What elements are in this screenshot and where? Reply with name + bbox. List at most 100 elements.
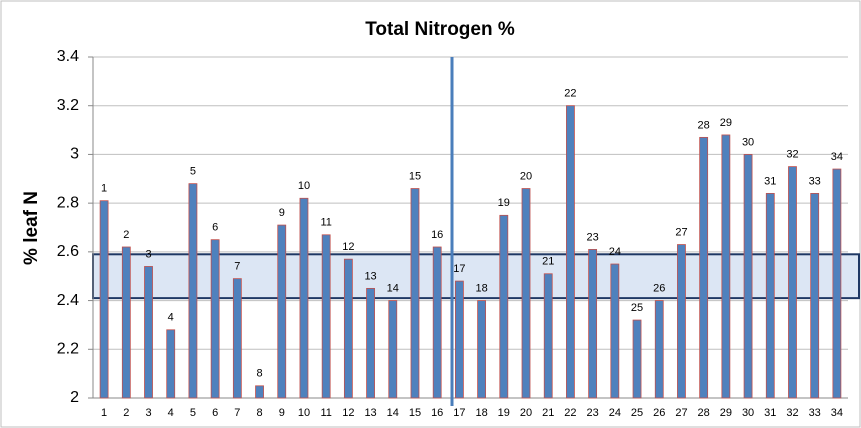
bar [321, 234, 331, 399]
bar [388, 300, 398, 399]
data-label: 17 [453, 263, 465, 275]
x-tick-label: 4 [168, 407, 174, 419]
data-label: 5 [190, 166, 196, 178]
x-tick-label: 32 [786, 407, 798, 419]
bar [632, 319, 642, 399]
x-tick-label: 15 [409, 407, 421, 419]
x-tick-label: 20 [520, 407, 532, 419]
bar [477, 300, 487, 399]
data-label: 1 [101, 183, 107, 195]
bar [166, 329, 176, 399]
data-label: 30 [742, 136, 754, 148]
data-label: 7 [234, 261, 240, 273]
y-tick-label: 2.2 [57, 341, 79, 358]
data-label: 10 [298, 180, 310, 192]
chart-title: Total Nitrogen % [365, 19, 515, 40]
x-tick-label: 26 [653, 407, 665, 419]
data-label: 20 [520, 170, 532, 182]
x-tick-label: 1 [101, 407, 107, 419]
x-tick-label: 22 [564, 407, 576, 419]
x-tick-label: 2 [123, 407, 129, 419]
y-tick-label: 2.8 [57, 194, 79, 211]
data-label: 11 [320, 217, 331, 229]
data-label: 26 [653, 282, 665, 294]
bar [343, 258, 353, 399]
data-label: 13 [364, 270, 376, 282]
bar [255, 385, 264, 399]
data-label: 22 [564, 88, 576, 100]
bar [277, 224, 287, 399]
data-label: 18 [475, 282, 487, 294]
data-label: 4 [168, 312, 174, 324]
x-tick-label: 21 [542, 407, 554, 419]
data-label: 2 [123, 229, 129, 241]
data-label: 33 [809, 175, 821, 187]
data-label: 12 [342, 241, 354, 253]
bar [721, 134, 731, 399]
bar [543, 273, 553, 399]
y-tick-label: 3 [70, 146, 79, 163]
x-tick-label: 23 [587, 407, 599, 419]
data-label: 16 [431, 229, 443, 241]
x-tick-label: 3 [145, 407, 151, 419]
data-label: 31 [764, 175, 776, 187]
bar [232, 278, 242, 399]
data-label: 34 [831, 151, 843, 163]
y-tick-label: 2.6 [57, 243, 79, 260]
x-tick-label: 13 [364, 407, 376, 419]
data-label: 14 [387, 282, 399, 294]
bar [699, 136, 709, 399]
data-label: 15 [409, 170, 421, 182]
data-label: 6 [212, 222, 218, 234]
data-label: 8 [256, 368, 262, 380]
x-tick-label: 14 [387, 407, 399, 419]
x-tick-label: 9 [279, 407, 285, 419]
data-label: 27 [675, 226, 687, 238]
x-tick-label: 24 [609, 407, 621, 419]
bar [410, 188, 420, 399]
data-label: 9 [279, 207, 285, 219]
y-tick-label: 3.2 [57, 97, 79, 114]
data-label: 21 [542, 256, 554, 268]
x-tick-label: 29 [720, 407, 732, 419]
bar [188, 183, 198, 399]
x-tick-label: 5 [190, 407, 196, 419]
data-label: 25 [631, 302, 643, 314]
bar [810, 192, 820, 399]
x-tick-label: 11 [320, 407, 331, 419]
x-tick-label: 16 [431, 407, 443, 419]
bar [144, 266, 153, 399]
y-tick-label: 2.4 [57, 292, 79, 309]
x-tick-label: 17 [453, 407, 465, 419]
bar [588, 249, 598, 399]
bar [210, 239, 220, 399]
x-tick-label: 27 [675, 407, 687, 419]
bar [299, 197, 309, 399]
data-label: 32 [786, 149, 798, 161]
y-tick-label: 2 [70, 389, 79, 406]
x-tick-label: 7 [234, 407, 240, 419]
bar [788, 166, 797, 399]
data-label: 23 [587, 231, 599, 243]
x-tick-label: 34 [831, 407, 843, 419]
bar [432, 246, 442, 399]
reference-band [92, 253, 860, 300]
x-tick-label: 10 [298, 407, 310, 419]
bar [743, 154, 753, 399]
data-label: 19 [498, 197, 510, 209]
bar [610, 263, 620, 399]
bar [454, 280, 464, 399]
data-label: 24 [609, 246, 621, 258]
x-tick-label: 19 [498, 407, 510, 419]
x-tick-label: 18 [475, 407, 487, 419]
bar [121, 246, 131, 399]
y-axis-label: % leaf N [21, 191, 42, 265]
bar [366, 287, 375, 399]
x-tick-label: 28 [698, 407, 710, 419]
x-tick-label: 6 [212, 407, 218, 419]
data-label: 28 [698, 119, 710, 131]
bar [99, 200, 109, 399]
x-tick-label: 31 [764, 407, 776, 419]
